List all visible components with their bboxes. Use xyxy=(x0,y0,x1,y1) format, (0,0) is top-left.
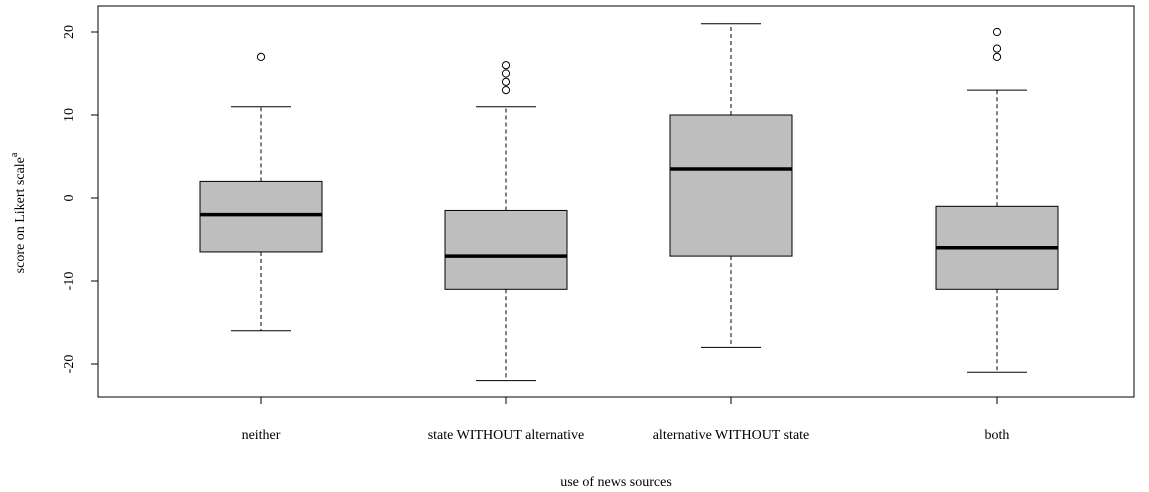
x-tick-label: both xyxy=(985,428,1010,443)
box-group-4 xyxy=(935,27,1059,373)
outlier-point xyxy=(992,44,1002,53)
y-tick-label: -20 xyxy=(62,355,77,374)
y-axis-title-main: score on Likert scale xyxy=(13,157,28,273)
x-tick-label: neither xyxy=(242,428,281,443)
box-group-2 xyxy=(444,61,568,382)
box-group-1 xyxy=(199,52,323,332)
y-axis-title-superscript: a xyxy=(9,152,20,157)
iqr-box xyxy=(444,209,568,290)
y-tick-label: -10 xyxy=(62,272,77,291)
x-axis-title: use of news sources xyxy=(560,475,672,490)
y-tick-label: 0 xyxy=(62,195,77,202)
box-group-3 xyxy=(669,23,793,348)
outlier-point xyxy=(256,52,266,62)
y-tick-label: 20 xyxy=(62,25,77,39)
y-axis: -20 -10 0 10 20 xyxy=(62,25,99,374)
outlier-point xyxy=(501,77,511,86)
outlier-point xyxy=(992,52,1002,62)
boxes-layer xyxy=(199,23,1059,382)
outlier-point xyxy=(501,86,511,95)
outlier-point xyxy=(992,27,1002,37)
x-axis: neither state WITHOUT alternative alternat… xyxy=(242,396,1010,443)
x-tick-label: state WITHOUT alternative xyxy=(428,428,585,443)
outlier-point xyxy=(501,61,511,70)
iqr-box xyxy=(199,180,323,253)
x-tick-label: alternative WITHOUT state xyxy=(653,428,810,443)
iqr-box xyxy=(669,114,793,257)
y-axis-title: score on Likert scalea xyxy=(9,152,28,273)
outlier-point xyxy=(501,69,511,78)
y-tick-label: 10 xyxy=(62,108,77,122)
